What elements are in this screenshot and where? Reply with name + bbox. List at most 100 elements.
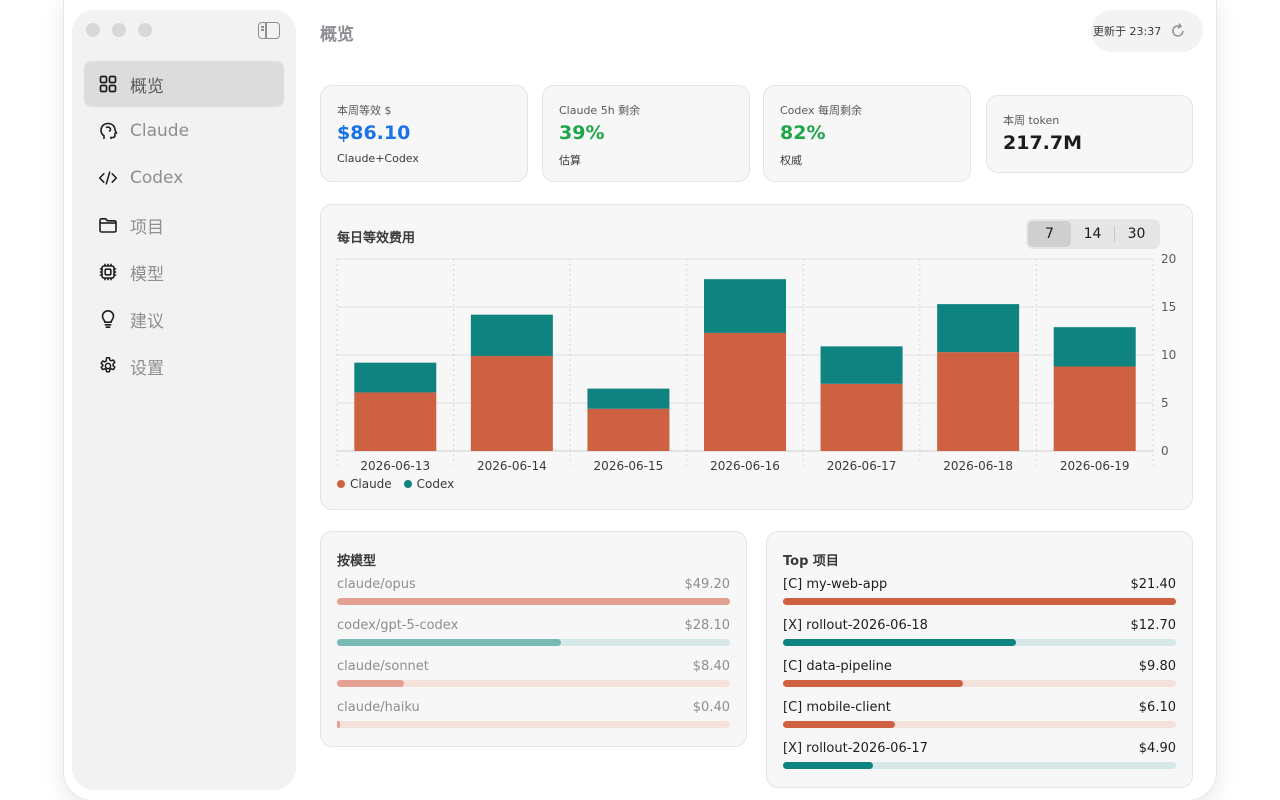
head-icon — [98, 121, 118, 141]
row-value: $6.10 — [1139, 700, 1176, 715]
stat-label: Codex 每周剩余 — [780, 102, 862, 118]
progress-fill — [337, 680, 404, 687]
row-value: $49.20 — [685, 577, 731, 592]
progress-track — [337, 721, 730, 728]
progress-fill — [337, 721, 340, 728]
progress-track — [337, 598, 730, 605]
row-name: claude/sonnet — [337, 659, 429, 674]
row-name: [X] rollout-2026-06-17 — [783, 741, 928, 756]
sidebar-item-label: 建议 — [130, 307, 164, 332]
row-name: claude/haiku — [337, 700, 420, 715]
progress-track — [783, 598, 1176, 605]
sidebar-item-label: Claude — [130, 121, 189, 141]
x-tick-label: 2026-06-17 — [827, 459, 897, 473]
sidebar-item-label: 模型 — [130, 260, 164, 285]
legend-item-claude: Claude — [337, 477, 392, 491]
x-tick-label: 2026-06-13 — [360, 459, 430, 473]
bar-codex — [704, 279, 786, 333]
y-tick-label: 10 — [1161, 348, 1176, 362]
close-window-button[interactable] — [86, 23, 100, 37]
sidebar-item-claude[interactable]: Claude — [84, 108, 284, 154]
legend-dot-codex — [404, 480, 412, 488]
progress-fill — [337, 639, 561, 646]
sidebar-item-label: Codex — [130, 168, 183, 188]
project-row: [X] rollout-2026-06-17 $4.90 — [783, 741, 1176, 777]
x-tick-label: 2026-06-14 — [477, 459, 547, 473]
chip-icon — [98, 262, 118, 282]
daily-cost-chart-card: 每日等效费用 7 14 30 0 5 10 15 20 2026-06-13 2026-06… — [320, 204, 1193, 510]
y-tick-label: 0 — [1161, 444, 1169, 458]
gear-icon — [98, 356, 118, 376]
sidebar-toggle-icon[interactable] — [258, 22, 280, 39]
minimize-window-button[interactable] — [112, 23, 126, 37]
stat-value: 82% — [780, 122, 825, 144]
legend-dot-claude — [337, 480, 345, 488]
progress-track — [783, 680, 1176, 687]
stat-sub: Claude+Codex — [337, 152, 419, 165]
top-projects-card: Top 项目 [C] my-web-app $21.40 [X] rollout-2… — [766, 531, 1193, 788]
stat-sub: 估算 — [559, 152, 581, 168]
progress-track — [337, 680, 730, 687]
row-value: $28.10 — [685, 618, 731, 633]
bar-claude — [937, 352, 1019, 451]
stat-value: 217.7M — [1003, 132, 1082, 154]
sidebar: 概览 Claude Codex 项目 — [72, 10, 296, 790]
model-row: claude/opus $49.20 — [337, 577, 730, 613]
stat-label: 本周等效 $ — [337, 102, 392, 118]
code-icon — [98, 168, 118, 188]
project-row: [C] my-web-app $21.40 — [783, 577, 1176, 613]
row-name: claude/opus — [337, 577, 416, 592]
row-value: $0.40 — [693, 700, 730, 715]
sidebar-item-projects[interactable]: 项目 — [84, 202, 284, 248]
row-name: codex/gpt-5-codex — [337, 618, 458, 633]
chart-legend: Claude Codex — [337, 477, 454, 491]
panel-title: Top 项目 — [783, 550, 839, 569]
row-name: [C] mobile-client — [783, 700, 891, 715]
progress-track — [783, 639, 1176, 646]
bar-codex — [1054, 327, 1136, 366]
sidebar-item-codex[interactable]: Codex — [84, 155, 284, 201]
sidebar-item-models[interactable]: 模型 — [84, 249, 284, 295]
progress-fill — [783, 598, 1176, 605]
stat-value: $86.10 — [337, 122, 410, 144]
model-row: claude/sonnet $8.40 — [337, 659, 730, 695]
updated-time: 更新于 23:37 — [1093, 23, 1161, 39]
x-tick-label: 2026-06-18 — [943, 459, 1013, 473]
model-row: codex/gpt-5-codex $28.10 — [337, 618, 730, 654]
range-option-14[interactable]: 14 — [1071, 221, 1114, 247]
legend-label: Claude — [350, 477, 392, 491]
sidebar-item-overview[interactable]: 概览 — [84, 61, 284, 107]
project-row: [C] mobile-client $6.10 — [783, 700, 1176, 736]
progress-fill — [783, 721, 895, 728]
bar-claude — [587, 409, 669, 451]
zoom-window-button[interactable] — [138, 23, 152, 37]
stat-card-weekly-cost: 本周等效 $ $86.10 Claude+Codex — [320, 85, 528, 182]
daily-cost-chart: 051015202026-06-13 2026-06-14 2026-06-15 20… — [321, 245, 1192, 475]
progress-track — [337, 639, 730, 646]
bar-claude — [704, 333, 786, 451]
refresh-button[interactable]: 更新于 23:37 — [1091, 10, 1203, 52]
progress-track — [783, 721, 1176, 728]
row-value: $8.40 — [693, 659, 730, 674]
bar-claude — [471, 356, 553, 451]
app-window: 概览 Claude Codex 项目 — [64, 0, 1216, 800]
range-option-7[interactable]: 7 — [1028, 221, 1071, 247]
y-tick-label: 20 — [1161, 252, 1176, 266]
sidebar-item-label: 项目 — [130, 213, 164, 238]
lightbulb-icon — [98, 309, 118, 329]
sidebar-item-settings[interactable]: 设置 — [84, 343, 284, 389]
row-value: $9.80 — [1139, 659, 1176, 674]
range-option-30[interactable]: 30 — [1115, 221, 1158, 247]
x-tick-label: 2026-06-15 — [594, 459, 664, 473]
bar-codex — [471, 315, 553, 356]
stat-sub: 权威 — [780, 152, 802, 168]
x-tick-label: 2026-06-19 — [1060, 459, 1130, 473]
project-row: [X] rollout-2026-06-18 $12.70 — [783, 618, 1176, 654]
by-model-card: 按模型 claude/opus $49.20 codex/gpt-5-codex $2… — [320, 531, 747, 747]
legend-item-codex: Codex — [404, 477, 455, 491]
legend-label: Codex — [417, 477, 455, 491]
sidebar-item-suggestions[interactable]: 建议 — [84, 296, 284, 342]
row-name: [X] rollout-2026-06-18 — [783, 618, 928, 633]
stat-label: 本周 token — [1003, 112, 1059, 128]
window-controls — [86, 23, 152, 37]
